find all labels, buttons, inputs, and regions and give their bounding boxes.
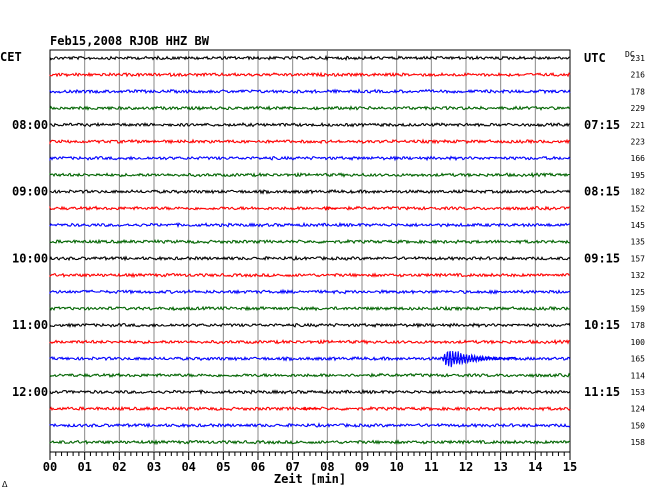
x-tick-label-00: 00 xyxy=(43,460,57,474)
trace-14 xyxy=(49,288,571,295)
minute-grid xyxy=(84,50,536,452)
right-time-labels: UTC 07:15 08:15 09:15 10:15 11:15 xyxy=(584,51,620,399)
x-tick-label-11: 11 xyxy=(424,460,438,474)
dc-value-14: 125 xyxy=(631,288,646,297)
dc-value-18: 165 xyxy=(631,355,646,364)
x-tick-label-02: 02 xyxy=(112,460,126,474)
trace-3 xyxy=(49,105,571,111)
left-timezone-label: CET xyxy=(0,50,22,64)
x-tick-label-08: 08 xyxy=(320,460,334,474)
trace-5 xyxy=(49,138,571,145)
dc-value-8: 182 xyxy=(631,188,646,197)
left-time-labels: 08:00 09:00 10:00 11:00 12:00 xyxy=(12,118,48,399)
right-time-1015: 10:15 xyxy=(584,318,620,332)
trace-15 xyxy=(49,305,571,312)
trace-13 xyxy=(49,272,571,279)
chart-title: Feb15,2008 RJOB HHZ BW xyxy=(50,34,210,48)
trace-7 xyxy=(49,171,570,178)
trace-4 xyxy=(49,121,570,128)
trace-22 xyxy=(49,422,571,429)
plot-frame xyxy=(49,49,571,453)
x-tick-label-09: 09 xyxy=(355,460,369,474)
dc-value-22: 150 xyxy=(631,421,646,430)
dc-value-5: 223 xyxy=(631,138,646,147)
dc-value-20: 153 xyxy=(631,388,646,397)
dc-value-15: 159 xyxy=(631,305,646,314)
dc-offset-labels: 231 216 178 229 221 223 166 195 182 152 145 135 157 1… xyxy=(631,54,646,447)
x-tick-label-10: 10 xyxy=(389,460,403,474)
dc-header: DC xyxy=(625,50,635,59)
trace-group xyxy=(49,54,571,446)
right-time-0715: 07:15 xyxy=(584,118,620,132)
left-time-0900: 09:00 xyxy=(12,185,48,199)
dc-value-12: 157 xyxy=(631,254,646,263)
trace-20 xyxy=(49,388,571,396)
event-2 xyxy=(302,406,321,411)
dc-value-2: 178 xyxy=(631,87,646,96)
right-time-0915: 09:15 xyxy=(584,251,620,265)
dc-value-10: 145 xyxy=(631,221,646,230)
event-0 xyxy=(323,205,338,211)
dc-value-19: 114 xyxy=(631,371,646,380)
x-tick-label-12: 12 xyxy=(459,460,473,474)
x-tick-label-13: 13 xyxy=(493,460,507,474)
trace-18 xyxy=(49,355,571,362)
x-tick-label-01: 01 xyxy=(77,460,91,474)
trace-12 xyxy=(49,255,571,262)
right-time-0815: 08:15 xyxy=(584,185,620,199)
dc-value-17: 100 xyxy=(631,338,646,347)
event-group xyxy=(302,205,519,411)
x-tick-label-04: 04 xyxy=(181,460,195,474)
x-tick-label-07: 07 xyxy=(285,460,299,474)
trace-10 xyxy=(49,221,571,229)
dc-value-6: 166 xyxy=(631,154,646,163)
dc-value-1: 216 xyxy=(631,71,646,80)
x-axis-title: Zeit [min] xyxy=(274,472,346,486)
dc-value-3: 229 xyxy=(631,104,646,113)
left-time-1100: 11:00 xyxy=(12,318,48,332)
x-axis: 00 01 02 03 04 05 06 07 08 09 10 11 12 13 14 15 xyxy=(43,452,577,474)
left-time-1000: 10:00 xyxy=(12,251,48,265)
right-time-1115: 11:15 xyxy=(584,385,620,399)
x-tick-label-03: 03 xyxy=(147,460,161,474)
trace-6 xyxy=(49,155,571,162)
trace-21 xyxy=(49,405,571,412)
left-time-0800: 08:00 xyxy=(12,118,48,132)
footer-mark: ᐃ xyxy=(2,480,8,489)
trace-8 xyxy=(49,188,571,195)
dc-value-4: 221 xyxy=(631,121,646,130)
trace-19 xyxy=(49,372,571,379)
event-1 xyxy=(441,350,519,368)
x-tick-label-06: 06 xyxy=(251,460,265,474)
trace-17 xyxy=(49,338,571,345)
x-tick-label-05: 05 xyxy=(216,460,230,474)
dc-value-23: 158 xyxy=(631,438,646,447)
dc-value-0: 231 xyxy=(631,54,646,63)
x-tick-label-15: 15 xyxy=(563,460,577,474)
trace-9 xyxy=(49,205,571,212)
dc-value-9: 152 xyxy=(631,204,646,213)
left-time-1200: 12:00 xyxy=(12,385,48,399)
trace-16 xyxy=(49,322,571,329)
right-time-UTC: UTC xyxy=(584,51,606,65)
dc-value-11: 135 xyxy=(631,238,646,247)
dc-value-7: 195 xyxy=(631,171,646,180)
trace-2 xyxy=(49,88,571,95)
dc-value-16: 178 xyxy=(631,321,646,330)
trace-0 xyxy=(49,54,571,62)
trace-23 xyxy=(49,439,571,446)
trace-11 xyxy=(49,238,571,245)
x-tick-label-14: 14 xyxy=(528,460,542,474)
trace-1 xyxy=(49,71,571,78)
dc-value-13: 132 xyxy=(631,271,646,280)
dc-value-21: 124 xyxy=(631,405,646,414)
